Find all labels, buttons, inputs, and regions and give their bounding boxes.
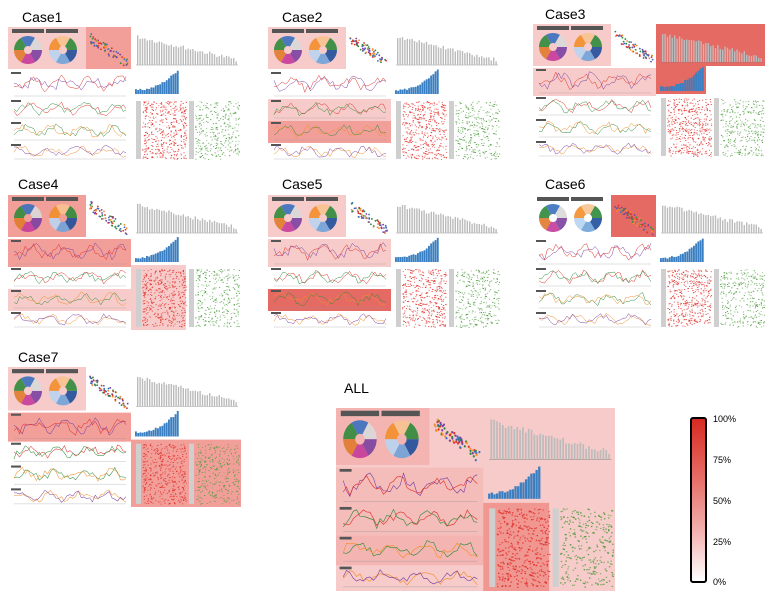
highlight-region: [336, 408, 615, 591]
case7-dashboard-thumbnail: [8, 367, 241, 507]
dashboard-graphic: [268, 27, 501, 160]
highlight-region: [611, 195, 656, 237]
case6-label: Case6: [545, 176, 586, 192]
case2-label: Case2: [282, 9, 323, 25]
case4-dashboard-thumbnail: [8, 195, 241, 330]
all-dashboard-thumbnail: [336, 408, 615, 591]
legend-tick-25: 25%: [713, 537, 732, 547]
legend-tick-0: 0%: [713, 577, 727, 587]
highlight-region: [8, 289, 131, 311]
dashboard-graphic: [8, 195, 241, 330]
case1-dashboard-thumbnail: [8, 27, 241, 162]
dashboard-graphic: [533, 24, 765, 157]
case2-dashboard-thumbnail: [268, 27, 501, 162]
case1-label: Case1: [22, 9, 63, 25]
highlight-region: [268, 121, 391, 143]
dashboard-graphic: [8, 27, 241, 160]
case7-label: Case7: [18, 349, 59, 365]
highlight-region: [268, 239, 391, 267]
dashboard-graphic: [336, 408, 615, 591]
all-label: ALL: [344, 380, 369, 396]
legend-tick-75: 75%: [713, 455, 732, 465]
highlight-region: [8, 412, 131, 442]
highlight-region: [8, 239, 131, 267]
dashboard-graphic: [268, 195, 501, 328]
case3-label: Case3: [545, 6, 586, 22]
legend-tick-50: 50%: [713, 496, 732, 506]
dashboard-graphic: [536, 195, 765, 328]
case6-dashboard-thumbnail: [533, 195, 765, 330]
legend-tick-100: 100%: [713, 414, 737, 424]
color-scale-legend: [690, 417, 707, 583]
dashboard-graphic: [8, 367, 241, 507]
case5-dashboard-thumbnail: [268, 195, 501, 330]
case4-label: Case4: [18, 176, 59, 192]
case5-label: Case5: [282, 176, 323, 192]
case3-dashboard-thumbnail: [533, 24, 765, 159]
highlight-region: [131, 439, 241, 507]
